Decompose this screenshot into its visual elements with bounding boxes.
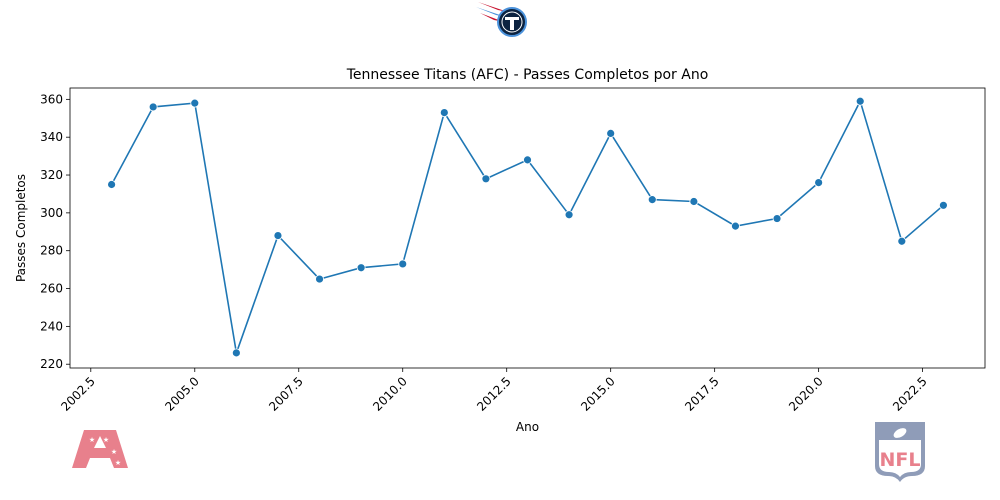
data-point: [689, 197, 699, 206]
x-tick-label: 2010.0: [370, 374, 410, 414]
x-tick-label: 2007.5: [266, 374, 306, 414]
y-tick-label: 300: [40, 206, 63, 220]
data-point: [273, 231, 283, 240]
data-point: [564, 210, 574, 220]
chart-title: Tennessee Titans (AFC) - Passes Completo…: [346, 67, 709, 83]
data-point: [356, 263, 366, 273]
x-tick-label: 2017.5: [682, 374, 722, 414]
data-point: [897, 236, 907, 246]
y-tick-label: 220: [40, 357, 63, 371]
data-point: [731, 221, 740, 231]
series-completed-passes: [107, 96, 948, 358]
data-point: [148, 102, 158, 112]
y-tick-label: 280: [40, 244, 63, 258]
data-point: [439, 108, 449, 117]
data-point: [772, 214, 782, 223]
data-point: [647, 195, 657, 205]
data-point: [315, 274, 324, 284]
y-tick-label: 340: [40, 130, 63, 144]
x-tick-label: 2022.5: [890, 374, 930, 414]
afc-logo: ★ ★ ★ ★: [72, 430, 128, 468]
svg-text:★: ★: [115, 459, 121, 467]
data-point: [814, 178, 824, 187]
series-line: [110, 99, 944, 357]
data-point: [231, 348, 241, 358]
data-point: [398, 259, 408, 269]
data-point: [190, 98, 200, 108]
svg-text:★: ★: [111, 448, 117, 456]
y-tick-label: 360: [40, 92, 63, 106]
x-axis-label: Ano: [516, 420, 539, 434]
x-tick-label: 2012.5: [474, 374, 514, 414]
svg-text:★: ★: [103, 436, 109, 444]
data-point: [855, 96, 865, 106]
plot-area: [69, 87, 986, 369]
x-tick-label: 2005.0: [162, 374, 202, 414]
svg-text:NFL: NFL: [880, 449, 921, 471]
x-tick-label: 2015.0: [578, 374, 618, 414]
y-tick-label: 320: [40, 168, 63, 182]
data-point: [107, 180, 116, 189]
y-axis: 220 240 260 280 300 320 340 360: [40, 92, 70, 371]
y-axis-label: Passes Completos: [14, 174, 28, 282]
x-axis: 2002.5 2005.0 2007.5 2010.0 2012.5 2015.0 2017…: [58, 368, 930, 414]
x-tick-label: 2002.5: [58, 374, 98, 414]
svg-text:★: ★: [89, 436, 95, 444]
data-point: [481, 174, 491, 184]
y-tick-label: 260: [40, 282, 63, 296]
x-tick-label: 2020.0: [786, 374, 826, 414]
titans-logo: [476, 2, 527, 37]
nfl-logo: NFL: [875, 422, 925, 482]
y-tick-label: 240: [40, 319, 63, 333]
data-point: [606, 129, 616, 138]
data-point: [939, 200, 948, 210]
data-point: [523, 155, 532, 165]
